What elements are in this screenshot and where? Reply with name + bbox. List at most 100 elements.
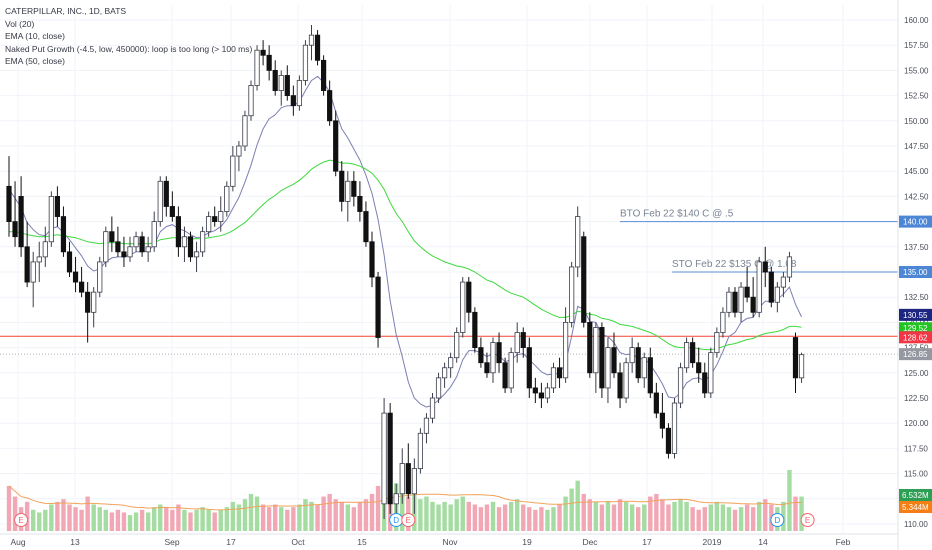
volume-bar <box>164 507 169 531</box>
price-badge-label: 130.55 <box>903 311 928 320</box>
volume-bar <box>690 507 695 531</box>
price-badge-label: 126.85 <box>903 350 928 359</box>
volume-badge <box>899 501 932 513</box>
legend-ema50: EMA (50, close) <box>5 56 65 67</box>
volume-bar <box>327 493 332 531</box>
x-tick-label: 15 <box>357 537 367 547</box>
volume-bar <box>266 507 272 531</box>
candle-body <box>423 417 430 434</box>
volume-bar <box>351 507 357 531</box>
candle-body <box>496 342 502 364</box>
candle-body <box>175 216 181 248</box>
volume-bar <box>369 493 375 531</box>
y-tick-label: 145.00 <box>904 167 929 176</box>
volume-bar <box>194 509 199 531</box>
price-badge-label: 129.52 <box>903 324 928 333</box>
volume-bar <box>436 504 441 531</box>
volume-bar <box>545 509 550 531</box>
volume-bar <box>430 501 435 531</box>
candle-body <box>85 291 91 313</box>
volume-bar <box>515 499 520 531</box>
candle-body <box>254 49 260 86</box>
candle-body <box>169 206 175 217</box>
candle-body <box>357 195 363 212</box>
candle-body <box>393 493 399 505</box>
candle-body <box>54 195 61 217</box>
candle-body <box>750 296 756 313</box>
volume-bar <box>587 499 592 531</box>
volume-bar <box>79 509 84 531</box>
y-tick-label: 157.50 <box>904 41 929 50</box>
volume-bar <box>279 507 284 531</box>
volume-bar <box>61 499 66 531</box>
volume-bar <box>696 509 701 531</box>
volume-bar <box>702 507 707 531</box>
y-tick-label: 117.50 <box>904 444 928 453</box>
candle-body <box>435 377 442 399</box>
volume-bar <box>49 504 54 531</box>
volume-bar <box>714 501 720 531</box>
candle-body <box>206 216 212 233</box>
candle-body <box>599 327 605 389</box>
candle-body <box>563 321 569 379</box>
volume-bar <box>315 504 320 531</box>
earnings-event-letter: E <box>805 516 810 525</box>
volume-bar <box>133 512 139 531</box>
volume-bar <box>212 512 217 531</box>
candle-body <box>115 241 121 253</box>
y-tick-label: 160.00 <box>904 16 929 25</box>
dividend-event-letter: D <box>774 516 780 525</box>
candle-body <box>79 281 85 293</box>
candle-body <box>308 34 315 46</box>
volume-bar <box>563 496 568 531</box>
volume-bar <box>660 499 665 531</box>
candle-body <box>726 291 732 313</box>
candle-body <box>478 347 484 364</box>
volume-bar <box>750 507 756 531</box>
candle-body <box>526 347 532 389</box>
price-badge-last <box>899 331 932 344</box>
candle-body <box>97 261 103 293</box>
candle-body <box>659 412 666 429</box>
candle-body <box>363 211 369 243</box>
y-tick-label: 155.00 <box>904 66 929 75</box>
volume-bar <box>744 504 750 531</box>
candle-body <box>556 367 563 379</box>
candle-body <box>786 256 793 278</box>
volume-bar <box>333 499 338 531</box>
volume-bar <box>521 504 526 531</box>
volume-bar <box>799 496 804 531</box>
candle-body <box>381 412 387 505</box>
volume-bar <box>527 507 532 531</box>
candle-body <box>345 180 351 202</box>
volume-bar <box>260 504 266 531</box>
volume-bar <box>309 501 314 531</box>
volume-bar <box>230 501 236 531</box>
earnings-event-marker <box>14 513 29 527</box>
candle-body <box>139 236 145 253</box>
candle-body <box>581 236 587 323</box>
candle-body <box>157 180 163 222</box>
candle-body <box>109 231 115 243</box>
price-level-note: BTO Feb 22 $140 C @ .5 <box>620 209 734 220</box>
volume-bar <box>363 499 369 531</box>
volume-bar <box>170 509 175 531</box>
volume-badge <box>899 489 932 501</box>
volume-bar <box>145 512 151 531</box>
volume-bar <box>648 496 653 531</box>
volume-bar <box>158 504 163 531</box>
candle-body <box>42 241 48 258</box>
candle-body <box>472 311 478 349</box>
candle-body <box>732 291 738 313</box>
y-tick-label: 142.50 <box>904 192 929 201</box>
x-tick-label: 17 <box>642 537 652 547</box>
candle-body <box>327 90 333 122</box>
candle-body <box>66 251 73 273</box>
candle-body <box>780 276 787 288</box>
volume-bar <box>787 470 792 531</box>
volume-bar <box>273 504 278 531</box>
candle-body <box>544 387 551 399</box>
volume-bar <box>375 485 381 531</box>
earnings-event-letter: E <box>18 516 23 525</box>
